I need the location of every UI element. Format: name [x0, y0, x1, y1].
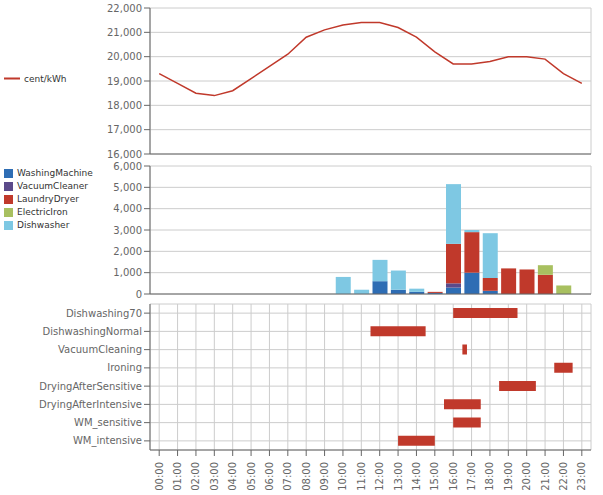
svg-text:DryingAfterIntensive: DryingAfterIntensive [39, 399, 142, 410]
html-text:ElectricIron: ElectricIron [17, 207, 68, 217]
svg-text:DishwashingNormal: DishwashingNormal [42, 326, 142, 337]
svg-text:14:00: 14:00 [411, 462, 422, 491]
svg-text:22:00: 22:00 [558, 462, 569, 491]
svg-text:5,000: 5,000 [113, 182, 142, 193]
svg-text:11:00: 11:00 [356, 462, 367, 491]
svg-text:08:00: 08:00 [301, 462, 312, 491]
svg-text:03:00: 03:00 [209, 462, 220, 491]
svg-text:DryingAfterSensitive: DryingAfterSensitive [39, 381, 142, 392]
svg-text:Ironing: Ironing [107, 362, 142, 373]
svg-text:0: 0 [136, 289, 142, 300]
html-text:VacuumCleaner: VacuumCleaner [17, 181, 88, 191]
svg-text:04:00: 04:00 [227, 462, 238, 491]
svg-text:17:00: 17:00 [466, 462, 477, 491]
svg-text:3,000: 3,000 [113, 225, 142, 236]
svg-text:20,000: 20,000 [107, 51, 142, 62]
svg-text:00:00: 00:00 [154, 462, 165, 491]
svg-text:12:00: 12:00 [374, 462, 385, 491]
svg-text:13:00: 13:00 [393, 462, 404, 491]
svg-text:2,000: 2,000 [113, 246, 142, 257]
svg-text:WM_sensitive: WM_sensitive [74, 417, 142, 429]
svg-text:21:00: 21:00 [540, 462, 551, 491]
svg-text:6,000: 6,000 [113, 161, 142, 172]
svg-text:17,000: 17,000 [107, 124, 142, 135]
svg-text:10:00: 10:00 [337, 462, 348, 491]
svg-text:19:00: 19:00 [503, 462, 514, 491]
svg-text:06:00: 06:00 [264, 462, 275, 491]
html-text:cent/kWh: cent/kWh [24, 73, 67, 84]
svg-text:18:00: 18:00 [484, 462, 495, 491]
svg-text:VacuumCleaning: VacuumCleaning [58, 344, 142, 355]
svg-text:02:00: 02:00 [190, 462, 201, 491]
svg-text:20:00: 20:00 [521, 462, 532, 491]
svg-text:16,000: 16,000 [107, 149, 142, 160]
svg-text:19,000: 19,000 [107, 76, 142, 87]
svg-text:15:00: 15:00 [429, 462, 440, 491]
svg-text:22,000: 22,000 [107, 3, 142, 14]
svg-text:05:00: 05:00 [246, 462, 257, 491]
svg-text:21,000: 21,000 [107, 27, 142, 38]
html-text:Dishwasher: Dishwasher [17, 220, 70, 230]
svg-text:4,000: 4,000 [113, 203, 142, 214]
svg-text:23:00: 23:00 [576, 462, 587, 491]
svg-text:16:00: 16:00 [448, 462, 459, 491]
svg-text:07:00: 07:00 [282, 462, 293, 491]
svg-text:09:00: 09:00 [319, 462, 330, 491]
html-text:LaundryDryer: LaundryDryer [17, 194, 79, 204]
svg-text:1,000: 1,000 [113, 267, 142, 278]
svg-text:01:00: 01:00 [172, 462, 183, 491]
svg-text:Dishwashing70: Dishwashing70 [66, 308, 142, 319]
svg-text:18,000: 18,000 [107, 100, 142, 111]
svg-text:WM_intensive: WM_intensive [73, 435, 142, 447]
html-text:WashingMachine: WashingMachine [17, 168, 93, 178]
